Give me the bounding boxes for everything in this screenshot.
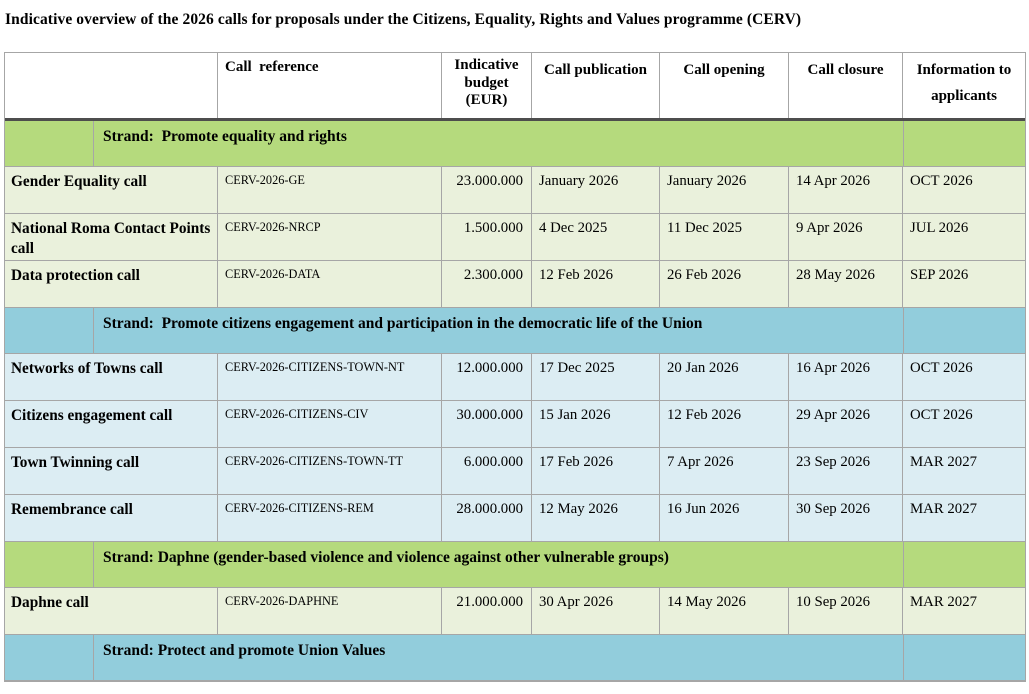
call-opening-cell: 20 Jan 2026: [660, 354, 789, 400]
table-row: Town Twinning call CERV-2026-CITIZENS-TO…: [5, 448, 1025, 495]
call-opening-cell: 14 May 2026: [660, 588, 789, 634]
strand-label: Strand: Daphne (gender-based violence an…: [94, 542, 903, 587]
call-name-cell: Data protection call: [5, 261, 218, 307]
call-closure-cell: 9 Apr 2026: [789, 214, 903, 260]
call-reference-cell: CERV-2026-GE: [218, 167, 442, 213]
column-header-call-closure: Call closure: [789, 53, 903, 118]
call-reference-cell: CERV-2026-DAPHNE: [218, 588, 442, 634]
call-name-cell: National Roma Contact Points call: [5, 214, 218, 260]
call-name-cell: Networks of Towns call: [5, 354, 218, 400]
call-publication-cell: 4 Dec 2025: [532, 214, 660, 260]
column-header-empty: [5, 53, 218, 118]
strand-right-cell: [903, 308, 1025, 353]
page-title: Indicative overview of the 2026 calls fo…: [5, 11, 802, 28]
strand-label: Strand: Promote citizens engagement and …: [94, 308, 903, 353]
table-row: Gender Equality call CERV-2026-GE 23.000…: [5, 167, 1025, 214]
call-publication-cell: 12 May 2026: [532, 495, 660, 541]
call-name-cell: Citizens engagement call: [5, 401, 218, 447]
call-closure-cell: 30 Sep 2026: [789, 495, 903, 541]
call-name-cell: Daphne call: [5, 588, 218, 634]
strand-left-cell: [5, 542, 94, 587]
information-to-applicants-cell: MAR 2027: [903, 448, 1025, 494]
table-header-row: Call reference Indicative budget (EUR) C…: [5, 53, 1025, 121]
information-to-applicants-cell: SEP 2026: [903, 261, 1025, 307]
call-publication-cell: January 2026: [532, 167, 660, 213]
strand-right-cell: [903, 121, 1025, 166]
budget-cell: 12.000.000: [442, 354, 532, 400]
information-to-applicants-cell: OCT 2026: [903, 401, 1025, 447]
call-opening-cell: January 2026: [660, 167, 789, 213]
budget-cell: 28.000.000: [442, 495, 532, 541]
column-header-call-opening: Call opening: [660, 53, 789, 118]
call-opening-cell: 16 Jun 2026: [660, 495, 789, 541]
table-row: Remembrance call CERV-2026-CITIZENS-REM …: [5, 495, 1025, 542]
strand-right-cell: [903, 635, 1025, 680]
call-closure-cell: 10 Sep 2026: [789, 588, 903, 634]
information-to-applicants-cell: OCT 2026: [903, 354, 1025, 400]
table-row: National Roma Contact Points call CERV-2…: [5, 214, 1025, 261]
call-closure-cell: 23 Sep 2026: [789, 448, 903, 494]
call-name-cell: Gender Equality call: [5, 167, 218, 213]
information-to-applicants-cell: MAR 2027: [903, 588, 1025, 634]
information-to-applicants-cell: JUL 2026: [903, 214, 1025, 260]
call-opening-cell: 12 Feb 2026: [660, 401, 789, 447]
budget-cell: 2.300.000: [442, 261, 532, 307]
strand-row: Strand: Promote citizens engagement and …: [5, 308, 1025, 354]
budget-cell: 1.500.000: [442, 214, 532, 260]
information-to-applicants-cell: MAR 2027: [903, 495, 1025, 541]
call-publication-cell: 15 Jan 2026: [532, 401, 660, 447]
budget-cell: 23.000.000: [442, 167, 532, 213]
budget-cell: 21.000.000: [442, 588, 532, 634]
call-publication-cell: 30 Apr 2026: [532, 588, 660, 634]
table-body: Strand: Promote equality and rights Gend…: [5, 121, 1025, 681]
information-to-applicants-cell: OCT 2026: [903, 167, 1025, 213]
column-header-call-publication: Call publication: [532, 53, 660, 118]
strand-label: Strand: Protect and promote Union Values: [94, 635, 903, 680]
cerv-calls-table: Call reference Indicative budget (EUR) C…: [4, 52, 1026, 682]
call-opening-cell: 26 Feb 2026: [660, 261, 789, 307]
call-closure-cell: 14 Apr 2026: [789, 167, 903, 213]
budget-cell: 6.000.000: [442, 448, 532, 494]
call-closure-cell: 28 May 2026: [789, 261, 903, 307]
call-publication-cell: 12 Feb 2026: [532, 261, 660, 307]
call-closure-cell: 16 Apr 2026: [789, 354, 903, 400]
call-reference-cell: CERV-2026-CITIZENS-TOWN-NT: [218, 354, 442, 400]
call-closure-cell: 29 Apr 2026: [789, 401, 903, 447]
strand-label: Strand: Promote equality and rights: [94, 121, 903, 166]
strand-right-cell: [903, 542, 1025, 587]
call-publication-cell: 17 Dec 2025: [532, 354, 660, 400]
call-reference-cell: CERV-2026-DATA: [218, 261, 442, 307]
call-opening-cell: 7 Apr 2026: [660, 448, 789, 494]
table-row: Citizens engagement call CERV-2026-CITIZ…: [5, 401, 1025, 448]
call-reference-cell: CERV-2026-CITIZENS-REM: [218, 495, 442, 541]
strand-row: Strand: Daphne (gender-based violence an…: [5, 542, 1025, 588]
column-header-call-reference: Call reference: [218, 53, 442, 118]
table-row: Daphne call CERV-2026-DAPHNE 21.000.000 …: [5, 588, 1025, 635]
budget-cell: 30.000.000: [442, 401, 532, 447]
strand-row: Strand: Protect and promote Union Values: [5, 635, 1025, 681]
call-name-cell: Remembrance call: [5, 495, 218, 541]
strand-left-cell: [5, 308, 94, 353]
call-name-cell: Town Twinning call: [5, 448, 218, 494]
table-row: Data protection call CERV-2026-DATA 2.30…: [5, 261, 1025, 308]
call-reference-cell: CERV-2026-NRCP: [218, 214, 442, 260]
call-reference-cell: CERV-2026-CITIZENS-CIV: [218, 401, 442, 447]
strand-left-cell: [5, 121, 94, 166]
call-publication-cell: 17 Feb 2026: [532, 448, 660, 494]
call-reference-cell: CERV-2026-CITIZENS-TOWN-TT: [218, 448, 442, 494]
table-row: Networks of Towns call CERV-2026-CITIZEN…: [5, 354, 1025, 401]
column-header-information-to-applicants: Information to applicants: [916, 62, 1016, 104]
column-header-indicative-budget: Indicative budget (EUR): [442, 53, 532, 118]
strand-row: Strand: Promote equality and rights: [5, 121, 1025, 167]
call-opening-cell: 11 Dec 2025: [660, 214, 789, 260]
strand-left-cell: [5, 635, 94, 680]
